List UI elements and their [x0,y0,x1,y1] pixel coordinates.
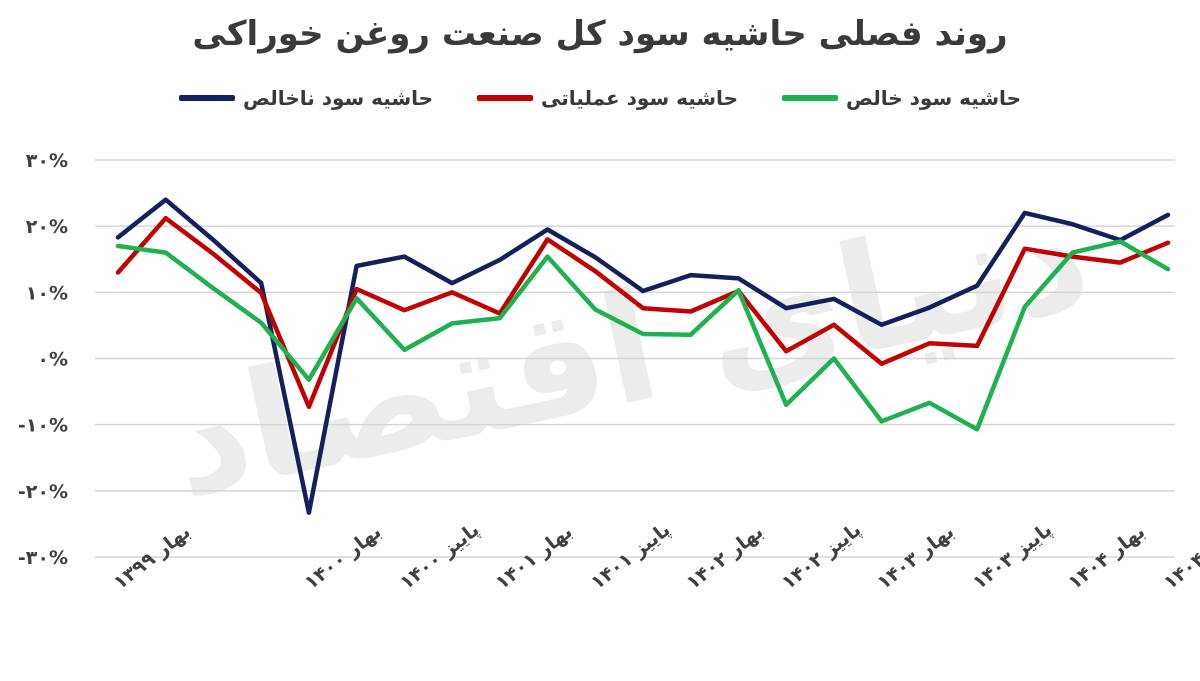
chart-title: روند فصلی حاشیه سود کل صنعت روغن خوراکی [192,14,1008,54]
series-line-1 [115,215,1171,410]
series-line-0 [115,197,1171,515]
legend-label-operating: حاشیه سود عملیاتی [541,86,738,110]
y-tick-label: ۰% [37,349,68,371]
x-tick-label: پاییز۱۴۰۴ [1160,523,1200,594]
legend-item-gross: حاشیه سود ناخالص [179,86,433,110]
chart-legend: حاشیه سود خالص حاشیه سود عملیاتی حاشیه س… [0,86,1200,110]
y-tick-label: -۳۰% [18,547,68,569]
y-axis-ticks: ۳۰% ۲۰% ۱۰% ۰% -۱۰% -۲۰% -۳۰% [18,150,68,569]
series-lines [115,197,1171,515]
legend-label-net: حاشیه سود خالص [845,86,1021,110]
legend-label-gross: حاشیه سود ناخالص [243,86,434,110]
watermark: دنیای اقتصاد [155,168,1103,532]
y-tick-label: -۱۰% [18,415,68,437]
legend-swatch-operating [477,95,534,101]
series-line-2 [115,239,1171,432]
legend-item-operating: حاشیه سود عملیاتی [477,86,738,110]
legend-swatch-gross [179,95,236,101]
y-tick-label: -۲۰% [18,481,68,503]
y-tick-label: ۲۰% [26,216,68,238]
y-tick-label: ۱۰% [26,282,68,304]
legend-item-net: حاشیه سود خالص [781,86,1021,110]
y-tick-label: ۳۰% [26,150,68,172]
legend-swatch-net [781,95,838,101]
